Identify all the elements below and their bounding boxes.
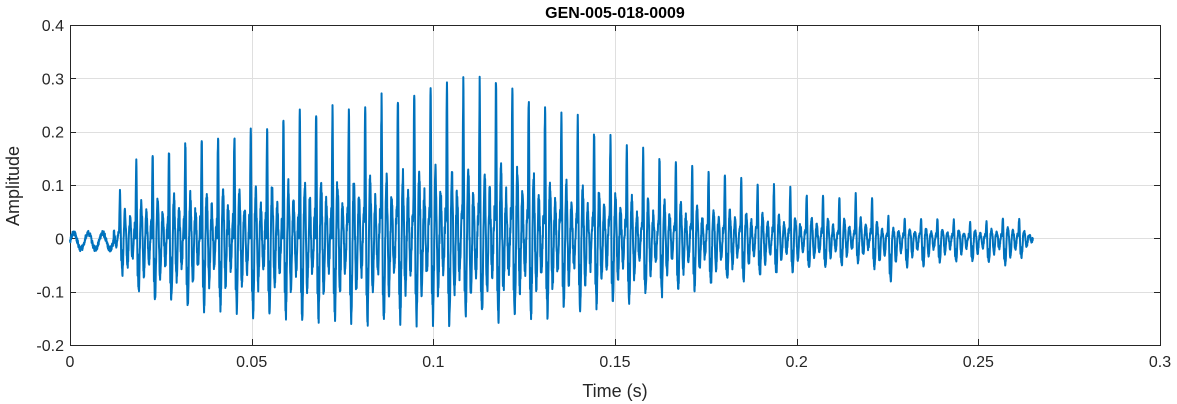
x-axis-label: Time (s) xyxy=(582,381,647,401)
x-tick-label: 0.3 xyxy=(1149,354,1171,371)
ticks: 0 0.05 0.1 0.15 0.2 0.25 0.3 -0.2 -0.1 0 0.1 0.2 0.3… xyxy=(36,18,1171,371)
x-tick-label: 0.05 xyxy=(236,354,267,371)
chart-title: GEN-005-018-0009 xyxy=(545,5,685,22)
y-tick-label: -0.2 xyxy=(36,338,64,355)
y-tick-label: 0.2 xyxy=(42,125,64,142)
x-tick-label: 0.1 xyxy=(422,354,444,371)
plot-area xyxy=(69,75,1034,328)
y-tick-label: 0.1 xyxy=(42,178,64,195)
x-tick-label: 0 xyxy=(66,354,75,371)
waveform-series-line xyxy=(69,75,1034,328)
y-tick-label: 0.3 xyxy=(42,71,64,88)
y-tick-label: 0.4 xyxy=(42,18,64,35)
y-axis-label: Amplitude xyxy=(3,146,23,226)
y-tick-label: 0 xyxy=(55,231,64,248)
y-tick-label: -0.1 xyxy=(36,285,64,302)
x-tick-label: 0.2 xyxy=(786,354,808,371)
x-tick-label: 0.25 xyxy=(963,354,994,371)
x-tick-label: 0.15 xyxy=(599,354,630,371)
